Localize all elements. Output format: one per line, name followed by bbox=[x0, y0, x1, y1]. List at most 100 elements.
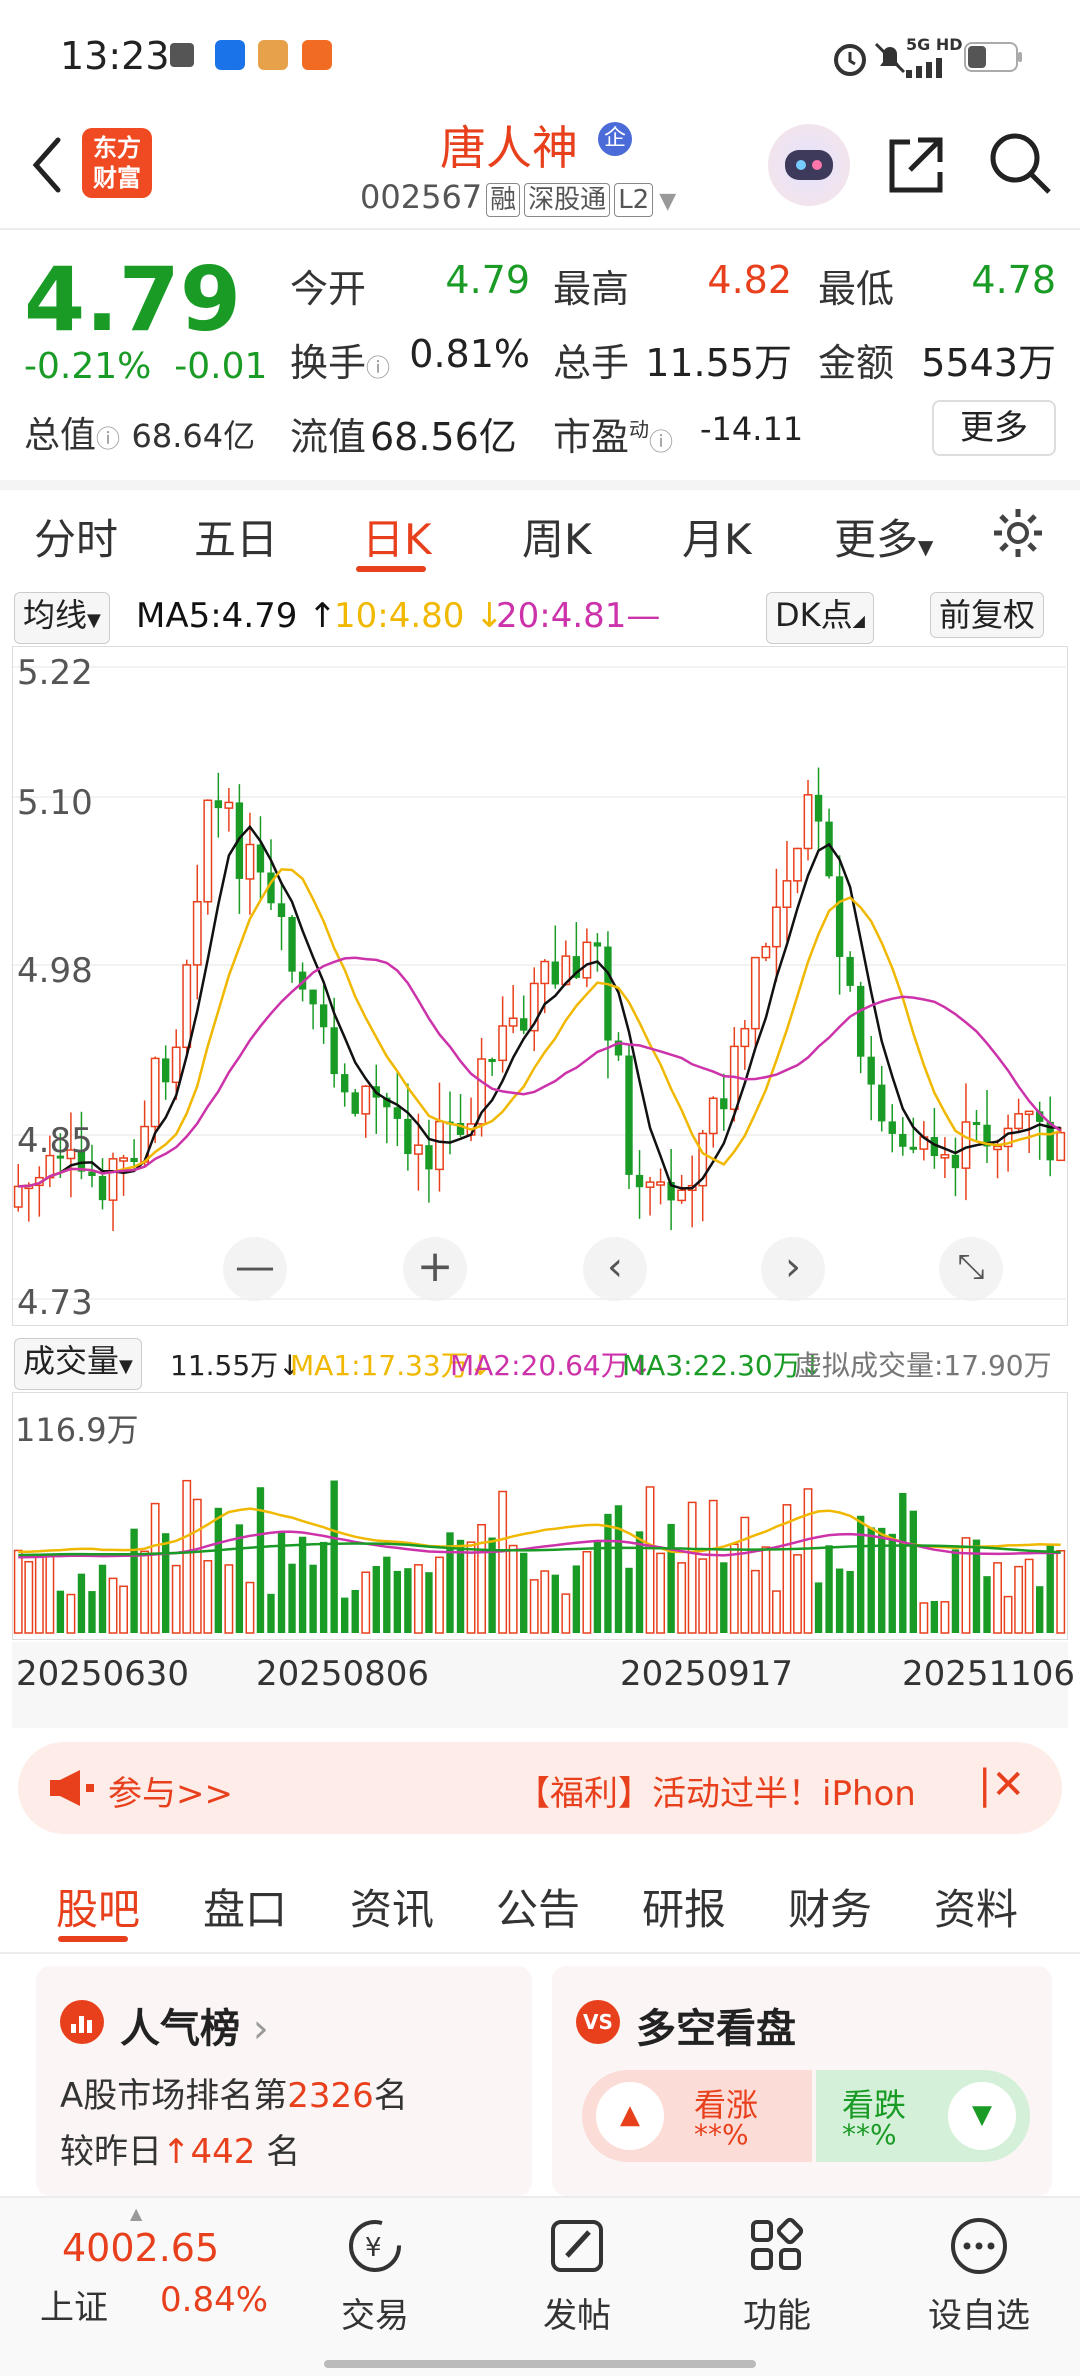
bear-button[interactable]: 看跌 **% ▼ bbox=[816, 2070, 1030, 2162]
tab-announcements[interactable]: 公告 bbox=[496, 1885, 581, 1934]
tab-orderbook[interactable]: 盘口 bbox=[203, 1885, 288, 1934]
stock-code: 002567 bbox=[360, 178, 483, 216]
candle-body bbox=[298, 971, 307, 990]
volume-bar bbox=[645, 1486, 655, 1634]
volume-bar bbox=[856, 1515, 865, 1633]
tab-daily-k[interactable]: 日K bbox=[362, 515, 432, 564]
sentiment-card[interactable]: VS 多空看盘 ▲ 看涨 **% 看跌 **% ▼ bbox=[552, 1966, 1052, 2196]
tab-news[interactable]: 资讯 bbox=[350, 1885, 435, 1934]
info-icon[interactable]: ⓘ bbox=[649, 428, 674, 456]
candle-body bbox=[351, 1092, 359, 1114]
scroll-left-button[interactable]: ‹ bbox=[583, 1237, 647, 1301]
volume-bar bbox=[761, 1546, 771, 1634]
share-icon[interactable] bbox=[880, 130, 950, 200]
search-icon[interactable] bbox=[985, 128, 1055, 198]
volume-bar bbox=[814, 1582, 823, 1633]
candle-body bbox=[878, 1084, 886, 1122]
tab-financials[interactable]: 财务 bbox=[788, 1885, 873, 1934]
promo-text[interactable]: 【福利】活动过半！iPhon bbox=[516, 1774, 916, 1814]
app-notify-icon bbox=[170, 43, 194, 67]
rank-delta: 442 bbox=[190, 2132, 256, 2172]
index-name[interactable]: 上证 bbox=[40, 2288, 108, 2328]
gear-icon[interactable] bbox=[990, 505, 1046, 561]
nav-trade[interactable]: ¥ 交易 bbox=[310, 2214, 440, 2337]
candle-body bbox=[1035, 1111, 1044, 1122]
edit-icon bbox=[551, 2220, 603, 2272]
candle-body bbox=[456, 1122, 465, 1135]
volume-select[interactable]: 成交量▼ bbox=[14, 1338, 142, 1390]
volume-bar bbox=[520, 1552, 528, 1633]
dropdown-icon[interactable]: ▼ bbox=[659, 189, 677, 214]
tab-forum[interactable]: 股吧 bbox=[56, 1885, 141, 1934]
back-button[interactable] bbox=[22, 130, 72, 200]
tab-weekly-k[interactable]: 周K bbox=[522, 515, 592, 564]
tab-more[interactable]: 更多▼ bbox=[834, 506, 933, 567]
assistant-robot-icon[interactable] bbox=[768, 124, 850, 206]
volume-bar bbox=[972, 1539, 981, 1633]
popularity-title[interactable]: 人气榜 › bbox=[120, 2006, 269, 2052]
dk-point-select[interactable]: DK点◢ bbox=[766, 592, 874, 644]
index-value[interactable]: 4002.65 bbox=[62, 2226, 220, 2270]
date-axis: 20250630 20250806 20250917 20251106 bbox=[12, 1642, 1075, 1728]
price-change: -0.21% -0.01 bbox=[24, 346, 267, 387]
candle-body bbox=[540, 960, 550, 985]
volume-bar bbox=[477, 1523, 487, 1634]
promo-banner[interactable]: 参与>> 【福利】活动过半！iPhon |✕ bbox=[18, 1742, 1062, 1834]
pe-sup: 动 bbox=[629, 417, 650, 442]
promo-cta[interactable]: 参与>> bbox=[108, 1774, 233, 1814]
index-change[interactable]: 0.84% bbox=[160, 2280, 269, 2320]
nav-functions[interactable]: 功能 bbox=[712, 2214, 842, 2337]
ma5-label: MA5:4.79 ↑ bbox=[136, 596, 337, 636]
candle-body bbox=[277, 903, 286, 918]
volume-bar bbox=[214, 1507, 223, 1633]
info-icon[interactable]: ⓘ bbox=[366, 354, 391, 382]
candle-body bbox=[899, 1133, 907, 1147]
tab-five-day[interactable]: 五日 bbox=[194, 515, 279, 564]
nav-post[interactable]: 发帖 bbox=[512, 2214, 642, 2337]
volume-bar bbox=[88, 1591, 96, 1633]
trade-icon: ¥ bbox=[349, 2220, 401, 2272]
app-logo: 东方财富 bbox=[82, 128, 152, 198]
candle-body bbox=[66, 1149, 76, 1160]
mktcap-label: 总值 bbox=[24, 415, 97, 456]
candle-body bbox=[130, 1158, 138, 1163]
y-tick: 4.73 bbox=[17, 1283, 93, 1323]
bull-label: 看涨 bbox=[694, 2086, 759, 2124]
ma5-line bbox=[18, 824, 1061, 1190]
bear-label: 看跌 bbox=[842, 2086, 907, 2124]
kline-chart[interactable]: 5.22 5.10 4.98 4.85 4.73 — + ‹ › ⤡ bbox=[12, 646, 1068, 1326]
rank-line: A股市场排名第2326名 bbox=[60, 2068, 408, 2117]
status-time: 13:23 bbox=[60, 34, 170, 78]
volume-bar bbox=[171, 1564, 181, 1634]
volume-bar bbox=[782, 1504, 792, 1634]
candle-body bbox=[309, 989, 317, 1005]
volume-bar bbox=[961, 1537, 971, 1634]
active-bottom-tab-indicator bbox=[58, 1936, 128, 1942]
tab-monthly-k[interactable]: 月K bbox=[682, 515, 752, 564]
zoom-out-button[interactable]: — bbox=[223, 1237, 287, 1301]
volume-bar bbox=[192, 1498, 202, 1634]
tab-intraday[interactable]: 分时 bbox=[34, 515, 119, 564]
nav-add-watchlist[interactable]: 设自选 bbox=[914, 2214, 1044, 2337]
status-bar: 13:23 5G HD bbox=[0, 0, 1080, 110]
zoom-in-button[interactable]: + bbox=[403, 1237, 467, 1301]
tab-research[interactable]: 研报 bbox=[642, 1885, 727, 1934]
more-quote-button[interactable]: 更多 bbox=[932, 400, 1056, 456]
candle-body bbox=[267, 872, 275, 904]
fullscreen-icon[interactable]: ⤡ bbox=[939, 1237, 1003, 1301]
candle-body bbox=[667, 1182, 675, 1201]
candle-body bbox=[13, 1185, 23, 1208]
popularity-card[interactable]: 人气榜 › A股市场排名第2326名 较昨日↑442 名 bbox=[36, 1966, 532, 2196]
triangle-up-icon: ▲ bbox=[596, 2082, 664, 2150]
candle-body bbox=[1056, 1131, 1066, 1162]
scroll-right-button[interactable]: › bbox=[761, 1237, 825, 1301]
pe-label-text: 市盈 bbox=[553, 415, 630, 459]
info-icon[interactable]: ⓘ bbox=[96, 425, 121, 453]
close-icon[interactable]: |✕ bbox=[978, 1762, 1025, 1808]
bull-button[interactable]: ▲ 看涨 **% bbox=[582, 2070, 812, 2162]
volume-bar bbox=[119, 1585, 129, 1634]
ma-select[interactable]: 均线▼ bbox=[14, 592, 110, 644]
adjust-select[interactable]: 前复权 bbox=[930, 592, 1045, 638]
tab-profile[interactable]: 资料 bbox=[934, 1885, 1019, 1934]
bear-value: **% bbox=[842, 2118, 897, 2151]
